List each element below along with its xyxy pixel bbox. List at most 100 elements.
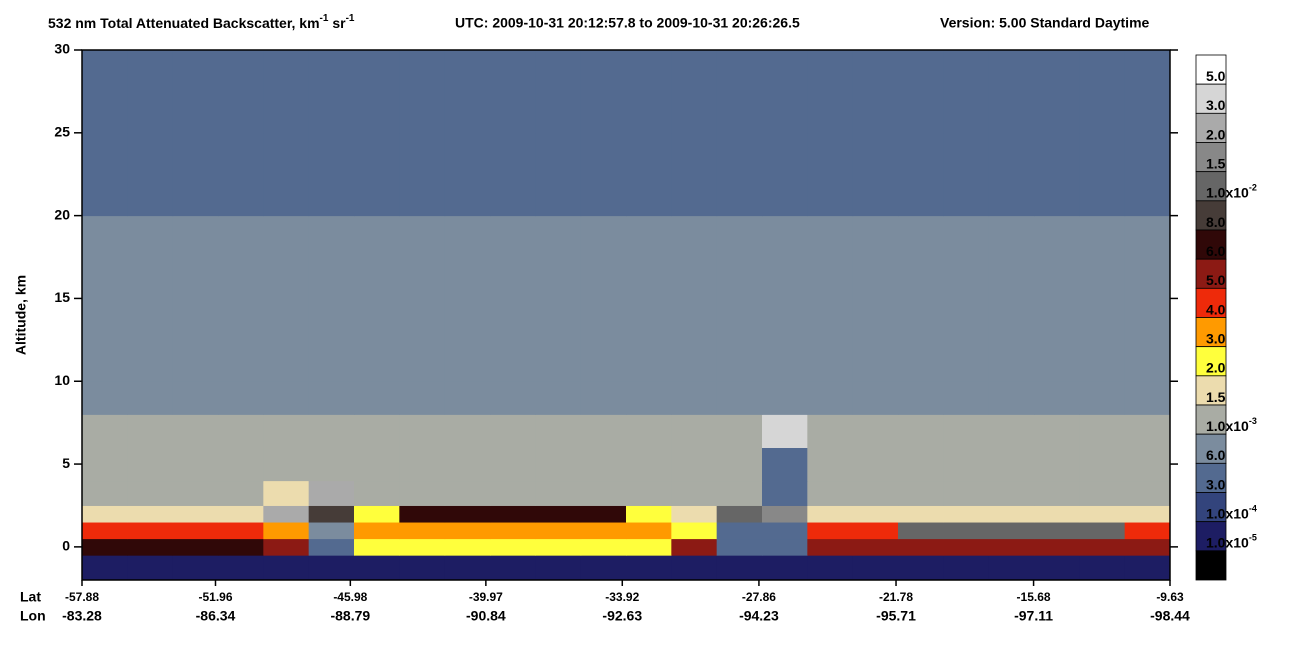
cell (580, 480, 627, 506)
cell (671, 381, 718, 415)
cell (127, 414, 174, 448)
lon-tick-label: -98.44 (1150, 608, 1190, 624)
y-axis-label: Altitude, km (13, 275, 29, 355)
cell (535, 315, 582, 382)
cell (943, 215, 990, 316)
cell (1034, 522, 1080, 540)
cell (490, 132, 536, 217)
colorbar-label-text: 1.5 (1206, 389, 1226, 405)
cell (399, 505, 446, 523)
cell (943, 538, 990, 556)
cell (1034, 447, 1080, 482)
cell (490, 381, 536, 415)
cell (490, 414, 536, 448)
cell (263, 132, 310, 217)
colorbar-label: 5.0 (1206, 272, 1226, 288)
cell (988, 522, 1035, 540)
colorbar-label-text: 5.0 (1206, 272, 1226, 288)
cell (444, 381, 491, 415)
colorbar-label: 8.0 (1206, 214, 1226, 230)
cell (127, 555, 174, 581)
cell (82, 480, 128, 506)
cell (127, 215, 174, 316)
cell (1079, 50, 1126, 134)
cell (82, 555, 128, 581)
cell (1034, 381, 1080, 415)
cell (263, 381, 310, 415)
cell (444, 538, 491, 556)
cell (716, 132, 763, 217)
cell (807, 132, 854, 217)
cell (626, 381, 672, 415)
cell (172, 315, 219, 382)
colorbar-box (1195, 54, 1227, 85)
cell (807, 480, 854, 506)
cell (308, 381, 355, 415)
cell (535, 505, 582, 523)
lat-label: Lat (20, 589, 41, 605)
cell (490, 315, 536, 382)
cell (988, 538, 1035, 556)
cell (535, 132, 582, 217)
cell (535, 480, 582, 506)
cell (671, 215, 718, 316)
cell (626, 538, 672, 556)
lon-tick-label: -95.71 (876, 608, 916, 624)
cell (943, 381, 990, 415)
cell (490, 522, 536, 540)
cell (671, 414, 718, 448)
colorbar-label-text: 3.0 (1206, 476, 1226, 492)
colorbar-label: 6.0 (1206, 447, 1226, 463)
y-tick-label: 0 (62, 538, 70, 554)
cell (762, 215, 808, 316)
cell (399, 447, 446, 482)
cell (943, 480, 990, 506)
cell (354, 480, 400, 506)
cell (308, 215, 355, 316)
cell (852, 132, 899, 217)
colorbar-label-text: 1.0x10 (1206, 505, 1249, 521)
colorbar-label-text: 1.0x10 (1206, 534, 1249, 550)
cell (807, 414, 854, 448)
cell (807, 315, 854, 382)
cell (127, 50, 174, 134)
cell (898, 315, 944, 382)
cell (444, 555, 491, 581)
cell (716, 480, 763, 506)
lon-tick-label: -86.34 (196, 608, 236, 624)
cell (807, 555, 854, 581)
cell (82, 315, 128, 382)
colorbar-box (1195, 521, 1227, 552)
lat-tick-label: -27.86 (742, 590, 776, 604)
cell (1034, 480, 1080, 506)
cell (852, 505, 899, 523)
cell (762, 522, 808, 540)
cell (580, 414, 627, 448)
cell (898, 414, 944, 448)
cell (1124, 381, 1171, 415)
colorbar-label-exp: -2 (1249, 183, 1257, 193)
cell (535, 522, 582, 540)
colorbar-box (1195, 200, 1227, 231)
cell (807, 522, 854, 540)
cell (399, 555, 446, 581)
cell (807, 215, 854, 316)
cell (807, 538, 854, 556)
colorbar-box (1195, 112, 1227, 143)
colorbar-box (1195, 550, 1227, 581)
cell (1034, 555, 1080, 581)
cell (943, 132, 990, 217)
y-tick-label: 30 (54, 41, 70, 57)
cell (490, 480, 536, 506)
colorbar-label-text: 2.0 (1206, 126, 1226, 142)
cell (988, 555, 1035, 581)
cell (263, 538, 310, 556)
cell (626, 414, 672, 448)
cell (988, 215, 1035, 316)
heatmap (82, 50, 1171, 581)
cell (535, 414, 582, 448)
cell (82, 414, 128, 448)
cell (172, 381, 219, 415)
cell (1124, 215, 1171, 316)
colorbar-box (1195, 346, 1227, 377)
